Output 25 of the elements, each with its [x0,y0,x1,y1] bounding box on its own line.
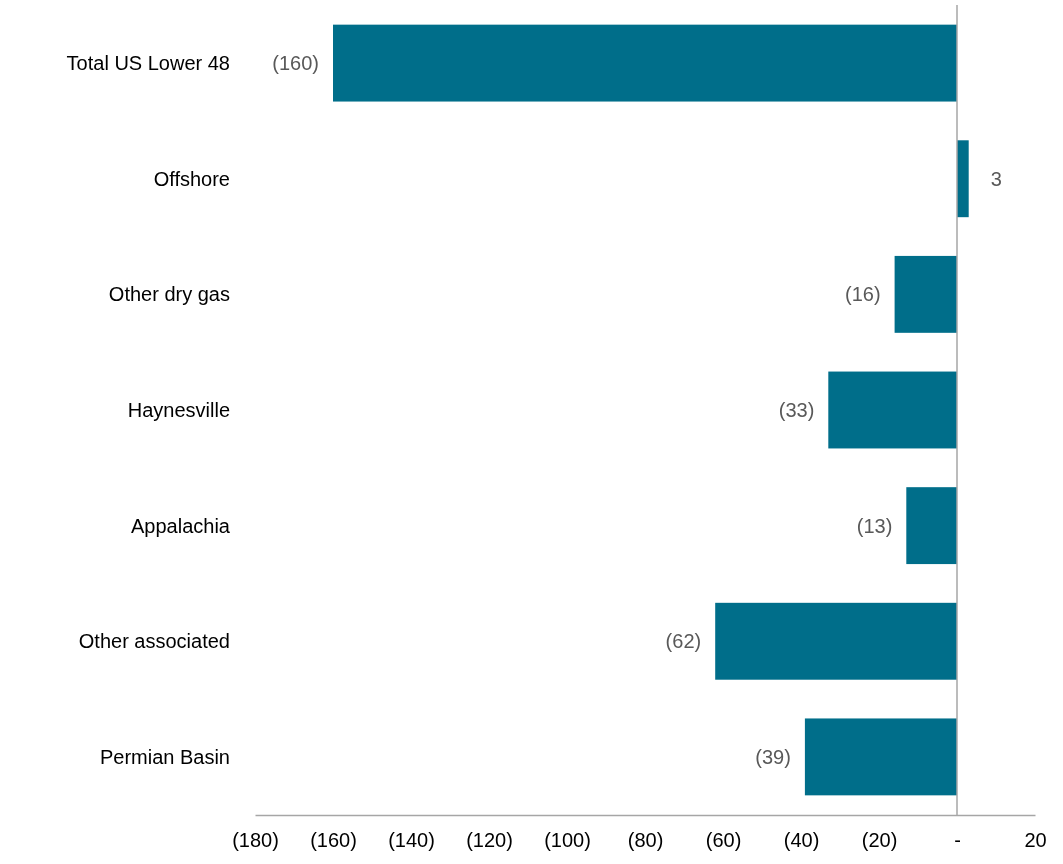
data-label: (33) [778,399,815,421]
data-label: (39) [755,745,791,768]
x-tick-label: (20) [861,829,898,852]
data-label: 3 [990,167,1002,190]
y-tick-label: Other associated [78,630,230,653]
data-label: (160) [272,52,319,75]
x-tick-label: - [954,829,961,852]
x-tick-label: (100) [544,829,591,852]
y-tick-label: Permian Basin [99,745,230,768]
x-tick-label: (140) [388,829,435,852]
x-tick-label: (120) [466,829,513,852]
y-tick-label: Haynesville [127,399,230,421]
y-tick-label: Total US Lower 48 [66,52,230,75]
y-tick-label: Appalachia [131,514,231,537]
x-tick-label: (40) [783,829,820,852]
y-tick-label: Offshore [153,167,230,190]
x-tick-label: (160) [310,829,357,852]
x-tick-label: (80) [627,829,664,852]
x-tick-label: 20 [1024,829,1047,852]
data-label: (13) [856,514,893,537]
data-label: (16) [845,283,881,306]
data-label: (62) [665,630,702,653]
y-tick-label: Other dry gas [108,283,230,306]
x-tick-label: (180) [232,829,279,852]
x-tick-label: (60) [705,829,742,852]
